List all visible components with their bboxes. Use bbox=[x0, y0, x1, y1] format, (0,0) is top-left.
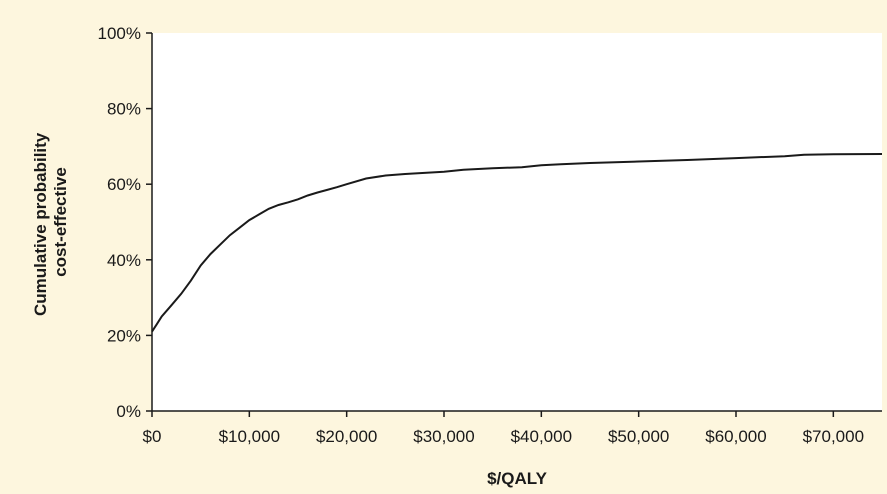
x-tick-label: $10,000 bbox=[219, 427, 280, 446]
y-tick-label: 60% bbox=[107, 175, 141, 194]
y-tick-label: 100% bbox=[98, 24, 141, 43]
y-tick-label: 80% bbox=[107, 100, 141, 119]
x-tick-label: $20,000 bbox=[316, 427, 377, 446]
x-axis-title: $/QALY bbox=[487, 469, 548, 488]
x-tick-label: $0 bbox=[143, 427, 162, 446]
x-tick-label: $50,000 bbox=[608, 427, 669, 446]
y-tick-label: 40% bbox=[107, 251, 141, 270]
y-axis-title-line-2: cost-effective bbox=[51, 167, 70, 277]
x-tick-label: $60,000 bbox=[705, 427, 766, 446]
y-axis-ticks: 0% 20% 40% 60% 80% 100% bbox=[98, 24, 152, 421]
y-axis-title-line-1: Cumulative probability bbox=[31, 132, 50, 316]
axes bbox=[151, 33, 882, 412]
y-axis-title: Cumulative probability cost-effective bbox=[31, 128, 70, 316]
x-tick-label: $30,000 bbox=[413, 427, 474, 446]
x-tick-label: $70,000 bbox=[803, 427, 864, 446]
plot-area bbox=[152, 33, 882, 411]
x-tick-label: $40,000 bbox=[511, 427, 572, 446]
y-tick-label: 20% bbox=[107, 326, 141, 345]
y-tick-label: 0% bbox=[116, 402, 141, 421]
x-axis-ticks: $0 $10,000 $20,000 $30,000 $40,000 $50,000 $60… bbox=[143, 411, 864, 446]
series-line bbox=[151, 153, 883, 333]
